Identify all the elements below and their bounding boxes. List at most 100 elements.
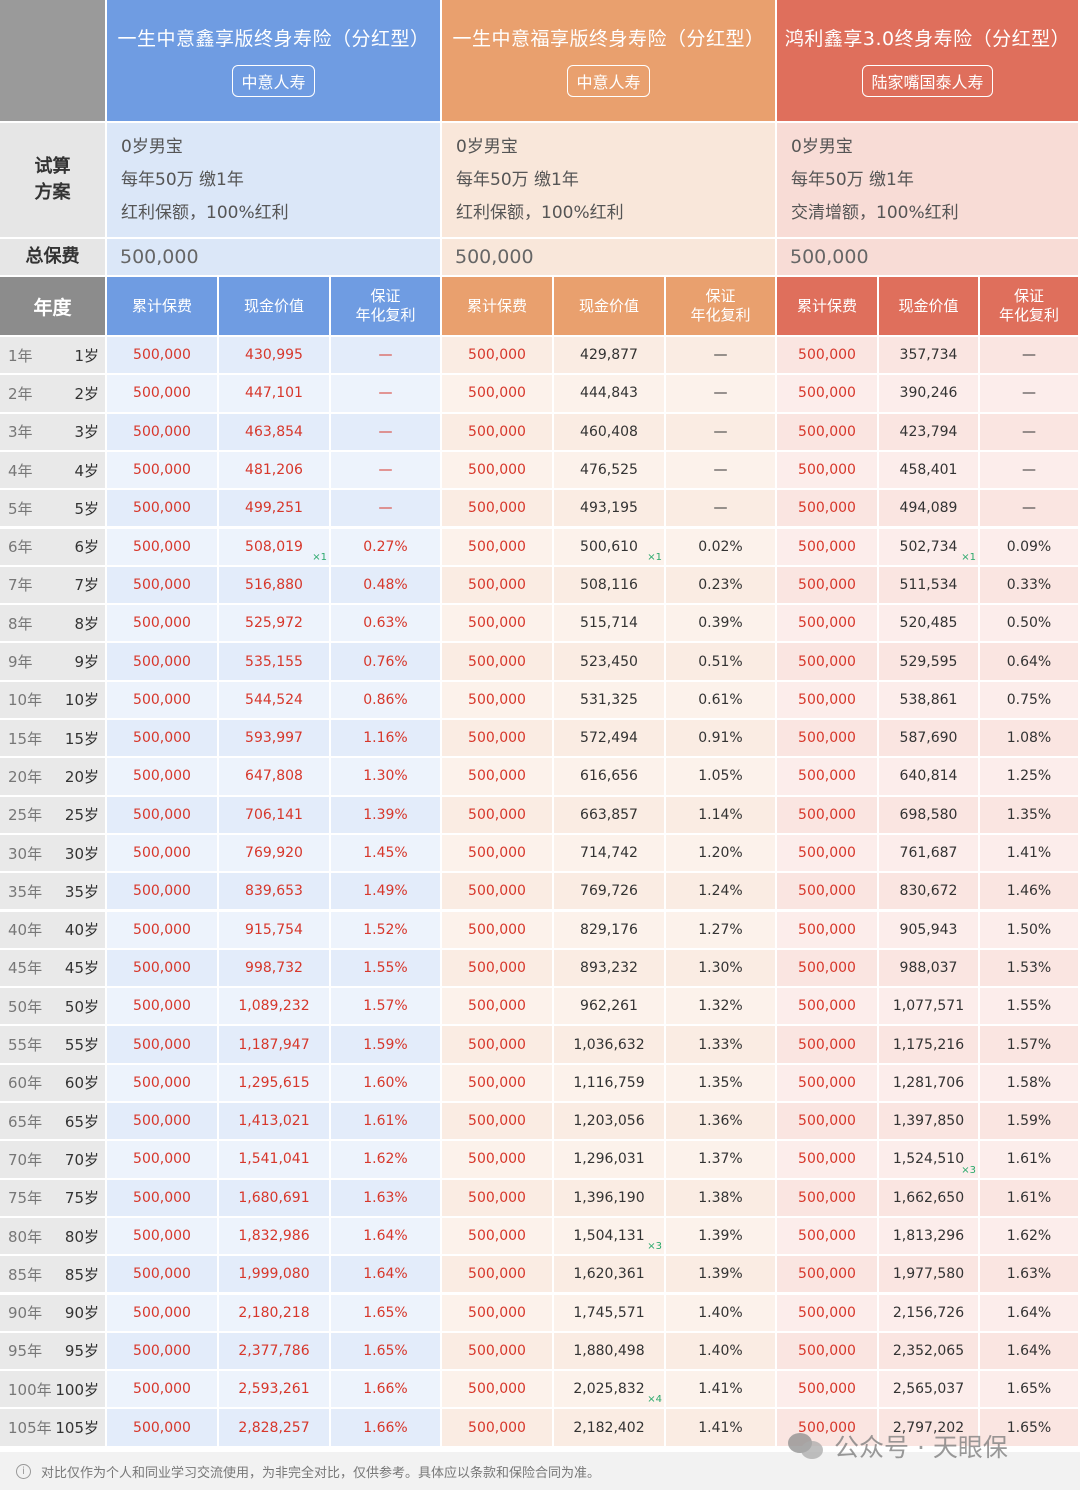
policy-year: 45年 [8,959,43,978]
cell-value: 544,524 [245,691,303,708]
cash-value-cell: 502,734 ×1 [879,528,979,566]
guaranteed-rate-cell: 0.86% [331,681,441,719]
policy-year: 2年 [8,384,33,403]
cell-value: 500,000 [133,462,191,479]
cumulative-premium-cell: 500,000 [777,1064,878,1102]
cell-value: 500,000 [133,1304,191,1321]
cell-value: 1.39% [698,1228,743,1245]
cell-value: 1.65% [363,1342,408,1359]
plan-line: 红利保额，100%红利 [121,202,289,223]
cumulative-premium-cell: 500,000 [107,643,218,681]
policy-year: 65年 [8,1112,43,1131]
cash-value-cell: 357,734 [879,337,979,375]
plan-line: 每年50万 缴1年 [791,169,914,190]
cumulative-premium-cell: 500,000 [442,834,553,873]
cell-value: 500,000 [468,615,526,632]
cell-value: 500,000 [133,998,191,1015]
guaranteed-rate-cell: 0.75% [980,681,1079,719]
cell-value: 998,732 [245,959,303,976]
cell-value: 500,000 [133,845,191,862]
total-premium-value: 500,000 [120,246,199,268]
cell-value: 1.40% [698,1342,743,1359]
cash-value-cell: 508,019 ×1 [219,528,330,566]
cash-value-cell: 515,714 [554,605,665,643]
year-age-cell: 9年 9岁 [0,643,106,681]
cell-value: 1,281,706 [892,1074,965,1091]
cell-value: — [713,462,728,479]
cell-value: 508,116 [580,576,638,593]
cell-value: 500,000 [468,576,526,593]
guaranteed-rate-cell: 1.61% [980,1179,1079,1217]
cash-value-cell: 2,593,261 [219,1371,330,1409]
cell-value: 1.41% [698,1381,743,1398]
policy-year: 35年 [8,882,43,901]
year-age-cell: 50年 50岁 [0,988,106,1026]
premium-label: 总保费 [0,239,106,276]
cell-value: 500,000 [133,1036,191,1053]
cell-value: 616,656 [580,768,638,785]
cell-value: 1.64% [1006,1304,1052,1321]
cell-value: 500,000 [133,921,191,938]
cell-value: 830,672 [899,883,958,900]
cell-value: 1,077,571 [892,998,965,1015]
cell-value: 0.27% [363,538,408,555]
cumulative-premium-cell: 500,000 [442,566,553,605]
guaranteed-rate-cell: 1.59% [331,1026,441,1064]
cell-value: 520,485 [899,615,958,632]
cell-value: 1.49% [363,883,408,900]
cell-value: 1.37% [698,1151,743,1168]
cash-value-cell: 538,861 [879,681,979,719]
cell-value: 500,000 [468,1419,526,1436]
plan-details: 0岁男宝 每年50万 缴1年 红利保额，100%红利 [442,123,776,238]
cumulative-premium-cell: 500,000 [107,911,218,949]
cell-value: 531,325 [580,691,638,708]
cell-value: 511,534 [899,576,958,593]
cash-value-cell: 761,687 [879,834,979,873]
cell-value: 1.64% [363,1266,408,1283]
cell-value: 893,232 [580,959,638,976]
guaranteed-rate-cell: 0.63% [331,605,441,643]
guaranteed-rate-cell: 1.59% [980,1103,1079,1141]
cash-value-cell: 714,742 [554,834,665,873]
insured-age: 1岁 [74,346,99,365]
cumulative-premium-cell: 500,000 [777,1294,878,1332]
guaranteed-rate-cell: 1.52% [331,911,441,949]
cumulative-premium-cell: 500,000 [777,681,878,719]
cell-value: 2,025,832 [573,1381,645,1398]
cumulative-premium-cell: 500,000 [107,1332,218,1371]
header-text: 现金价值 [898,296,959,315]
cell-value: — [713,423,728,440]
cell-value: 500,000 [133,1419,191,1436]
guaranteed-rate-cell: 1.40% [666,1294,776,1332]
cash-value-cell: 476,525 [554,451,665,490]
cell-value: 1,524,510 [892,1151,965,1168]
guaranteed-rate-cell: 1.25% [980,758,1079,796]
cell-value: 1.66% [363,1381,408,1398]
guaranteed-rate-cell: 1.35% [666,1064,776,1102]
year-age-cell: 4年 4岁 [0,451,106,490]
cell-value: 1,203,056 [573,1113,645,1130]
insured-age: 8岁 [74,614,99,633]
guaranteed-rate-cell: — [980,375,1079,413]
multiple-marker: ×3 [647,1241,662,1253]
cash-value-cell: 460,408 [554,413,665,451]
insured-age: 20岁 [64,767,99,786]
cumulative-premium-cell: 500,000 [107,1141,218,1179]
cumulative-premium-cell: 500,000 [442,337,553,375]
cumulative-premium-cell: 500,000 [777,490,878,528]
policy-year: 8年 [8,614,33,633]
cell-value: 1.30% [363,768,408,785]
cumulative-premium-cell: 500,000 [107,1294,218,1332]
cell-value: 500,000 [468,1266,526,1283]
cell-value: 714,742 [580,845,638,862]
guaranteed-rate-cell: 0.09% [980,528,1079,566]
cumulative-premium-cell: 500,000 [442,451,553,490]
insured-age: 6岁 [74,538,99,557]
guaranteed-rate-cell: 0.50% [980,605,1079,643]
cell-value: 500,000 [798,691,856,708]
cumulative-premium-cell: 500,000 [107,413,218,451]
cell-value: 500,000 [133,347,191,364]
cell-value: 0.23% [698,576,743,593]
cash-value-cell: 616,656 [554,758,665,796]
policy-year: 50年 [8,997,43,1016]
